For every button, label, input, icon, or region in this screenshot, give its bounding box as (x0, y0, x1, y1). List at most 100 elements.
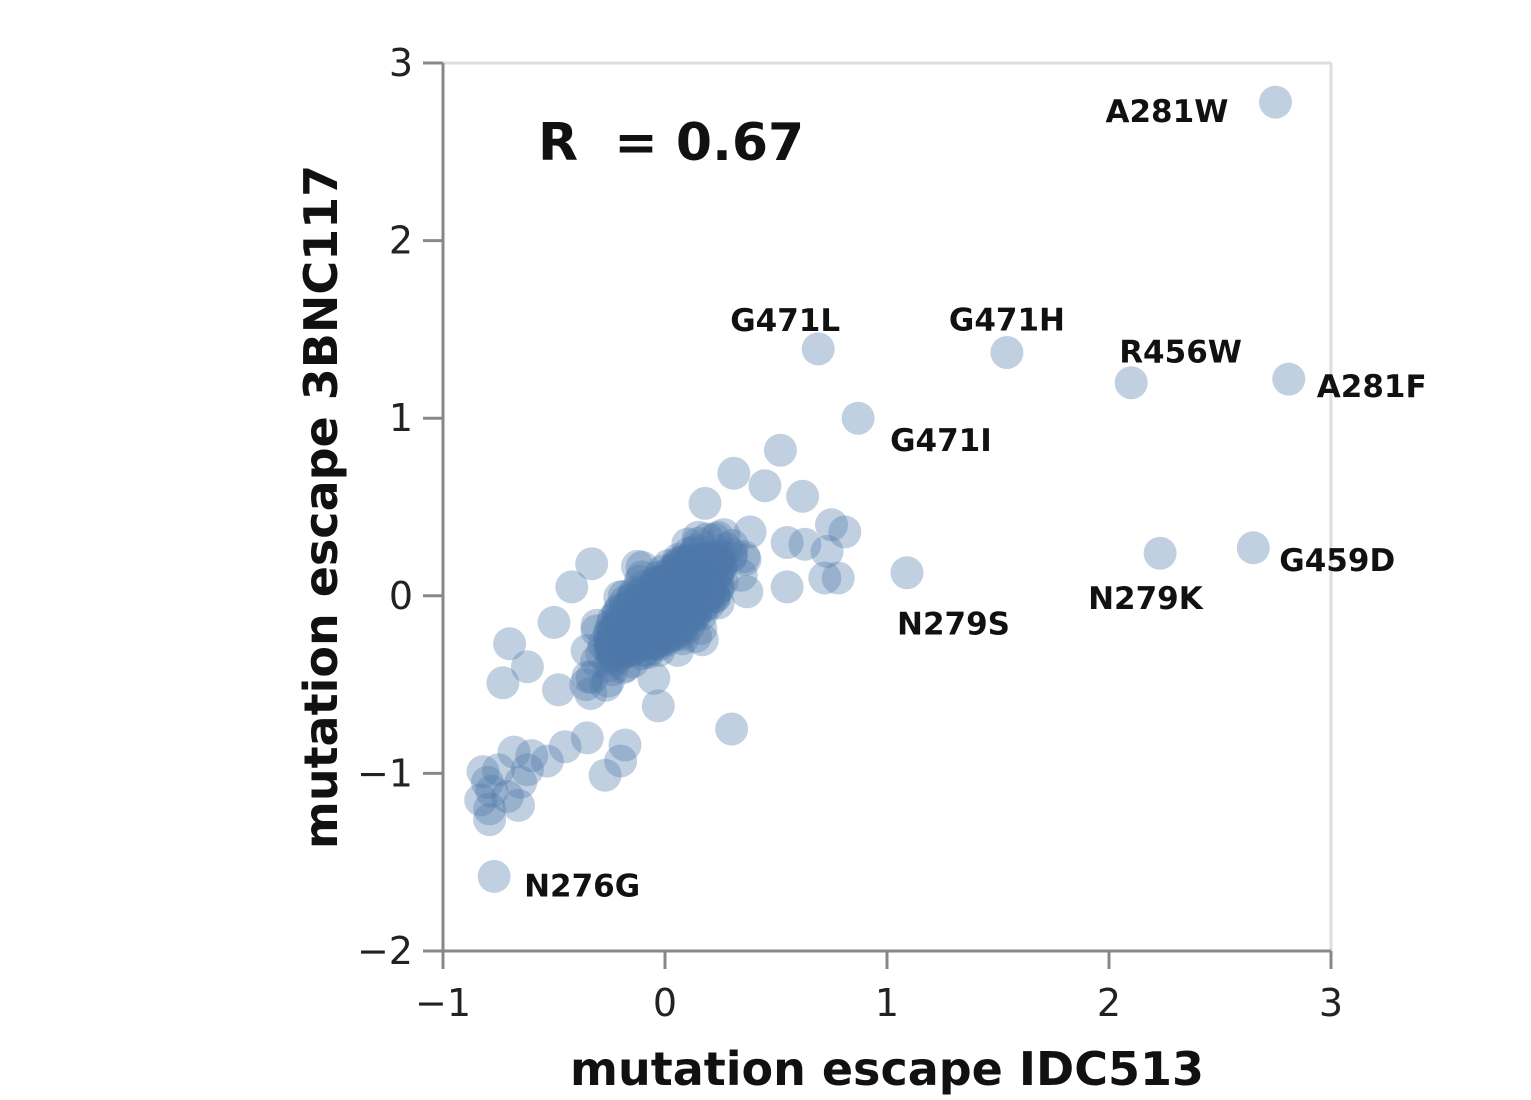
cluster-point (659, 599, 693, 633)
cluster-point (647, 576, 681, 610)
cluster-point (616, 611, 650, 645)
cluster-point (627, 581, 661, 615)
cluster-point (596, 616, 630, 650)
cluster-point (669, 557, 703, 591)
cluster-point (592, 617, 626, 651)
cluster-point (619, 611, 652, 645)
cluster-point (657, 568, 691, 602)
cluster-point (658, 591, 691, 625)
cluster-point (640, 603, 674, 637)
cluster-point (659, 571, 693, 605)
cluster-point (679, 620, 712, 654)
cluster-point (629, 597, 663, 631)
cluster-point (676, 550, 710, 583)
cluster-point (672, 589, 706, 623)
cluster-point (628, 598, 662, 632)
cluster-point (613, 615, 647, 649)
cluster-point (638, 604, 672, 637)
scatter-point (788, 527, 822, 561)
cluster-point (626, 596, 660, 629)
cluster-point (651, 606, 685, 640)
cluster-point (667, 561, 701, 595)
cluster-point (671, 566, 705, 600)
cluster-point (656, 588, 690, 622)
cluster-point (646, 586, 680, 620)
cluster-point (691, 577, 725, 611)
cluster-point (659, 585, 692, 619)
cluster-point (644, 599, 678, 633)
cluster-point (645, 590, 679, 624)
cluster-point (635, 594, 669, 628)
cluster-point (669, 596, 703, 630)
scatter-point (763, 433, 797, 467)
cluster-point (655, 613, 689, 647)
cluster-point (620, 614, 654, 648)
cluster-point (670, 575, 704, 609)
cluster-point (615, 583, 649, 617)
cluster-point (625, 599, 659, 633)
cluster-point (658, 583, 692, 617)
cluster-point (647, 575, 681, 609)
cluster-point (599, 622, 633, 656)
y-tick-label: 1 (389, 396, 413, 440)
cluster-point (645, 618, 679, 652)
cluster-point (673, 571, 707, 605)
cluster-point (603, 619, 637, 653)
cluster-point (674, 545, 708, 579)
cluster-point (637, 583, 670, 617)
cluster-point (672, 547, 706, 581)
cluster-point (662, 545, 696, 579)
cluster-point (607, 651, 641, 685)
cluster-point (656, 590, 690, 623)
cluster-point (703, 543, 737, 577)
cluster-point (633, 587, 667, 621)
point-label: G471H (949, 303, 1065, 339)
cluster-point (645, 604, 679, 638)
scatter-point (717, 456, 751, 490)
cluster-point (661, 576, 695, 610)
cluster-point (686, 568, 720, 602)
cluster-point (637, 593, 671, 627)
cluster-point (640, 602, 674, 636)
cluster-point (627, 624, 661, 657)
cluster-point (569, 668, 603, 702)
scatter-point (502, 788, 535, 822)
cluster-point (643, 586, 677, 620)
cluster-point (697, 577, 731, 611)
cluster-point (653, 575, 687, 609)
cluster-point (656, 614, 690, 648)
cluster-point (635, 603, 669, 637)
cluster-point (668, 570, 702, 604)
cluster-point (663, 563, 697, 597)
cluster-point (657, 568, 690, 602)
cluster-point (670, 600, 704, 634)
cluster-point (648, 606, 682, 640)
cluster-point (615, 614, 649, 648)
cluster-point (662, 582, 696, 616)
cluster-point (602, 603, 636, 637)
cluster-point (653, 585, 686, 619)
cluster-point (668, 579, 702, 613)
cluster-point (665, 575, 699, 609)
cluster-point (611, 601, 645, 635)
cluster-point (601, 595, 635, 629)
cluster-point (652, 582, 686, 616)
cluster-point (639, 590, 673, 624)
cluster-point (643, 601, 677, 635)
cluster-point (676, 549, 710, 583)
cluster-point (640, 602, 674, 636)
cluster-point (623, 629, 657, 663)
cluster-point (667, 572, 701, 606)
cluster-point (682, 573, 716, 606)
cluster-point (665, 572, 699, 606)
scatter-point (815, 508, 848, 542)
cluster-point (684, 567, 718, 601)
cluster-point (698, 522, 732, 556)
cluster-point (625, 550, 659, 584)
cluster-point (651, 586, 685, 620)
scatter-point-labeled (1272, 362, 1306, 396)
cluster-point (622, 587, 656, 620)
cluster-point (618, 575, 651, 609)
cluster-point (632, 605, 666, 639)
